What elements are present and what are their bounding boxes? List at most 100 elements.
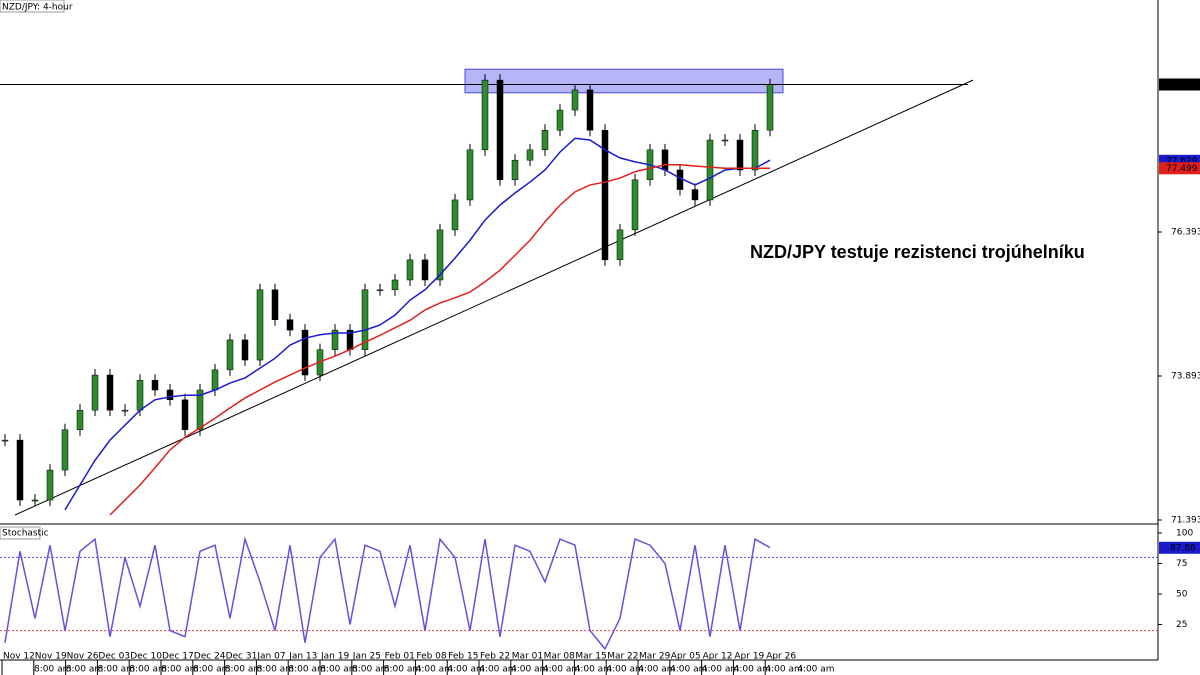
x-date-label: Apr 26 <box>766 652 796 662</box>
x-date-label: Dec 24 <box>194 652 226 662</box>
x-time-label: 4:00 am <box>797 665 834 675</box>
x-time-label: 4:00 am <box>765 665 802 675</box>
candle <box>526 149 534 161</box>
x-time-label: 8:00 am <box>225 665 262 675</box>
price-label-box <box>1159 162 1200 175</box>
x-date-label: Dec 31 <box>226 652 258 662</box>
candle <box>151 379 159 391</box>
y-tick-label: 71.393 <box>1171 516 1200 526</box>
x-date-label: Dec 03 <box>98 652 130 662</box>
x-time-label: 8:00 am <box>66 665 103 675</box>
candle <box>661 149 669 171</box>
x-time-label: 8:00 am <box>193 665 230 675</box>
candle <box>601 129 609 261</box>
price-label: 77.629 <box>1166 156 1198 166</box>
candle <box>406 259 414 281</box>
candle <box>91 374 99 411</box>
stochastic-line <box>4 536 771 651</box>
x-date-label: Mar 22 <box>607 652 638 662</box>
stoch-tick-label: 25 <box>1176 620 1187 630</box>
candle <box>271 289 279 320</box>
x-time-label: 4:00 am <box>734 665 771 675</box>
candle <box>46 469 54 501</box>
x-date-label: Mar 15 <box>575 652 606 662</box>
price-label: 78.954 <box>1166 80 1198 90</box>
x-date-label: Feb 08 <box>416 652 447 662</box>
x-date-label: Jan 25 <box>352 652 381 662</box>
x-date-label: Jan 19 <box>320 652 349 662</box>
candle <box>736 139 744 171</box>
x-time-label: 4:00 am <box>575 665 612 675</box>
x-time-label: 4:00 am <box>543 665 580 675</box>
trendline <box>14 79 974 516</box>
moving-average <box>109 164 770 516</box>
candle <box>241 339 249 361</box>
candle <box>556 109 564 131</box>
candle <box>31 499 39 502</box>
stoch-tick-label: 75 <box>1176 559 1187 569</box>
x-date-label: Apr 19 <box>734 652 764 662</box>
x-date-label: Mar 01 <box>512 652 543 662</box>
x-date-label: Mar 29 <box>639 652 671 662</box>
candle <box>1 439 9 442</box>
x-date-label: Dec 10 <box>130 652 162 662</box>
candle <box>376 289 384 292</box>
x-date-label: Nov 26 <box>67 652 99 662</box>
candle <box>766 84 774 131</box>
x-time-label: 8:00 am <box>384 665 421 675</box>
x-date-label: Dec 17 <box>162 652 194 662</box>
stoch-tick-label: 50 <box>1176 590 1188 600</box>
candle <box>421 259 429 281</box>
y-tick-label: 73.893 <box>1171 372 1200 382</box>
x-time-label: 4:00 am <box>511 665 548 675</box>
x-time-label: 4:00 am <box>702 665 739 675</box>
candle <box>361 289 369 350</box>
annotation: NZD/JPY testuje rezistenci trojúhelníku <box>750 242 1085 262</box>
candle <box>166 389 174 401</box>
candle <box>706 139 714 201</box>
stoch-title: Stochastic <box>2 529 49 539</box>
price-label: 77.499 <box>1166 164 1198 174</box>
y-tick-label: 76.393 <box>1171 228 1200 238</box>
x-time-label: 8:00 am <box>129 665 166 675</box>
stoch-label-box <box>1159 541 1200 554</box>
x-date-label: Jan 13 <box>288 652 317 662</box>
candle <box>211 369 219 391</box>
x-date-label: Nov 12 <box>3 652 35 662</box>
x-time-label: 4:00 am <box>670 665 707 675</box>
x-time-label: 8:00 am <box>320 665 357 675</box>
x-time-label: 8:00 am <box>288 665 325 675</box>
x-date-label: Nov 19 <box>35 652 67 662</box>
candle <box>286 319 294 331</box>
candle <box>76 409 84 430</box>
x-time-label: 8:00 am <box>161 665 198 675</box>
x-date-label: Jan 07 <box>256 652 285 662</box>
x-time-label: 4:00 am <box>479 665 516 675</box>
candle <box>631 179 639 231</box>
price-label-box <box>1159 78 1200 91</box>
x-time-label: 8:00 am <box>257 665 294 675</box>
candle <box>586 89 594 131</box>
x-date-label: Feb 01 <box>385 652 415 662</box>
title-box <box>0 0 65 13</box>
candle <box>226 339 234 371</box>
candle <box>616 229 624 261</box>
x-date-label: Mar 08 <box>544 652 576 662</box>
candle <box>16 439 24 501</box>
candle <box>496 79 504 181</box>
x-date-label: Feb 22 <box>480 652 510 662</box>
resistance-zone <box>464 68 784 94</box>
x-time-label: 4:00 am <box>447 665 484 675</box>
candle <box>196 389 204 430</box>
stoch-title-box <box>0 526 41 540</box>
x-time-label: 8:00 am <box>34 665 71 675</box>
stoch-label: 87.88 <box>1170 543 1196 553</box>
moving-average <box>64 137 771 511</box>
chart-title: NZD/JPY: 4-hour <box>2 3 73 13</box>
x-date-label: Feb 15 <box>448 652 478 662</box>
candle <box>301 329 309 376</box>
candle <box>691 189 699 201</box>
candle <box>451 199 459 231</box>
